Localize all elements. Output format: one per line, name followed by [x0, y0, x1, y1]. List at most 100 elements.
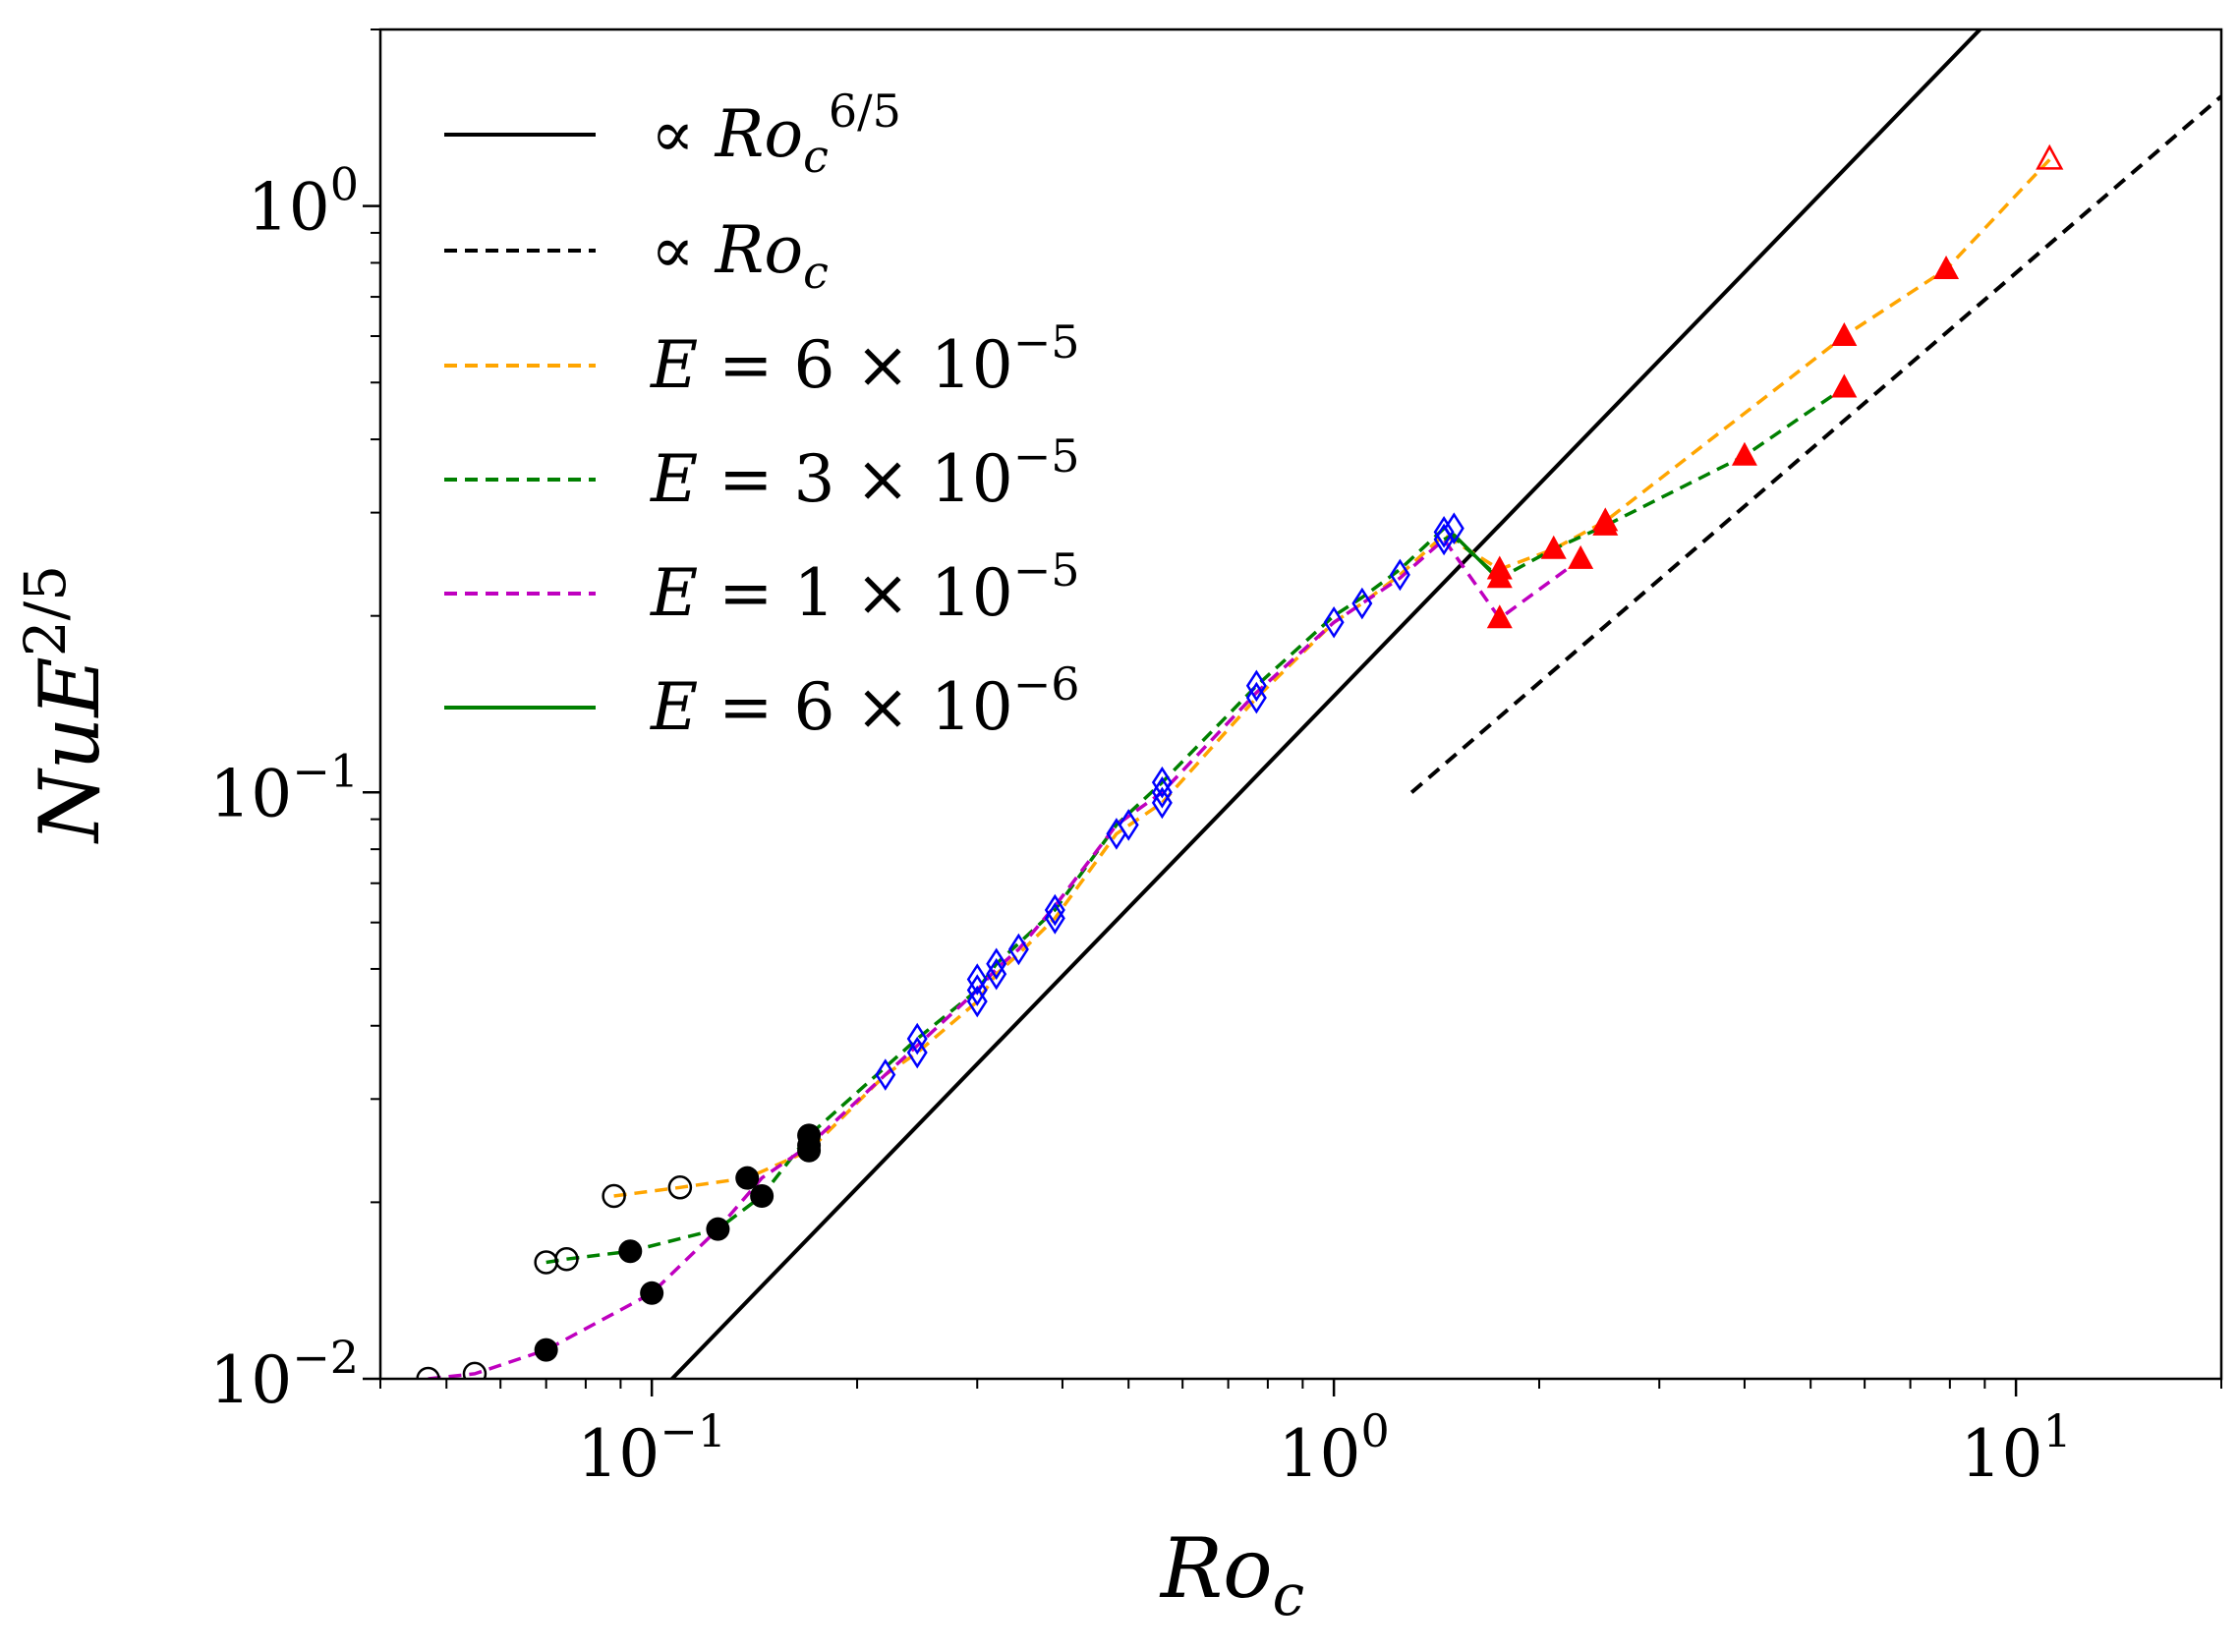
y-axis-label: NuE2/5 [12, 565, 118, 844]
legend-label: E = 6 × 10−6 [650, 657, 1080, 745]
y-tick-label: 10−2 [209, 1331, 359, 1418]
open-diamond-marker [1007, 933, 1029, 966]
filled-circle-marker [534, 1338, 558, 1362]
filled-circle-marker [735, 1166, 760, 1190]
series-line [545, 386, 1846, 1265]
reference-lines [668, 29, 2221, 1379]
filled-triangle-marker [1731, 441, 1757, 466]
open-diamond-marker [1118, 809, 1139, 841]
legend-label-symbol: E [650, 555, 698, 631]
legend-label-symbol: E [650, 441, 698, 517]
x-tick-label-exp: −1 [660, 1404, 726, 1457]
filled-triangle-marker [1540, 535, 1567, 559]
filled-triangle-marker [1933, 256, 1960, 280]
open-circle-marker [462, 1361, 488, 1379]
open-diamond-marker [986, 947, 1007, 981]
open-diamond-marker [1151, 766, 1173, 799]
legend-label-sub: c [803, 130, 829, 183]
legend-label-text: = 3 × 10 [698, 441, 1013, 517]
filled-circle-marker [706, 1217, 730, 1241]
y-axis-label-base: NuE [22, 656, 118, 844]
legend-label-prefix: ∝ [651, 212, 716, 288]
filled-triangle-marker [1486, 604, 1513, 629]
legend-label-sup: −6 [1013, 657, 1080, 711]
legend-label-sub: c [803, 246, 829, 299]
axis-ticks [363, 28, 2222, 1396]
x-tick-labels: 10−1 100 101 [577, 1404, 2071, 1492]
y-tick-label-base: 10 [248, 170, 330, 246]
y-tick-label-exp: −1 [292, 744, 359, 797]
series-lines [428, 158, 2051, 1379]
reference-line [1409, 94, 2221, 794]
x-axis-label-sub: c [1273, 1562, 1304, 1628]
y-axis-label-sup: 2/5 [12, 565, 79, 656]
filled-triangle-marker [1486, 555, 1513, 580]
y-tick-label-exp: −2 [292, 1331, 359, 1384]
open-circle-marker [554, 1246, 579, 1272]
x-tick-label: 100 [1278, 1404, 1389, 1492]
legend-label-symbol: E [650, 327, 698, 403]
y-tick-label-base: 10 [209, 756, 292, 831]
legend-label: E = 1 × 10−5 [650, 543, 1080, 631]
legend-label-sup: −5 [1013, 543, 1080, 597]
filled-circle-marker [797, 1123, 822, 1148]
filled-circle-marker [618, 1239, 643, 1264]
data-markers [416, 143, 2064, 1379]
y-tick-label-base: 10 [209, 1342, 292, 1418]
filled-triangle-marker [1568, 544, 1594, 569]
x-tick-label-exp: 0 [1360, 1404, 1389, 1457]
legend-label: ∝ Roc6/5 [651, 85, 901, 183]
filled-circle-marker [750, 1183, 775, 1208]
x-tick-label-base: 10 [1278, 1416, 1360, 1492]
open-diamond-marker [906, 1036, 928, 1069]
open-circle-marker [534, 1250, 558, 1275]
x-axis-label: Roc [1159, 1520, 1304, 1628]
open-diamond-marker [906, 1022, 928, 1055]
x-tick-label: 101 [1960, 1404, 2071, 1492]
legend-label-sup: 6/5 [829, 85, 901, 138]
legend-label-prefix: ∝ [651, 96, 716, 172]
legend-label-text: = 6 × 10 [698, 669, 1013, 745]
open-diamond-marker [875, 1058, 896, 1091]
x-tick-label: 10−1 [577, 1404, 726, 1492]
legend-label-symbol: Ro [715, 212, 803, 288]
filled-triangle-marker [1831, 373, 1858, 398]
legend-label-text: = 6 × 10 [698, 327, 1013, 403]
open-triangle-marker [2036, 143, 2064, 170]
open-diamond-marker [1044, 893, 1065, 927]
open-diamond-marker [1433, 516, 1455, 548]
open-diamond-marker [1245, 681, 1267, 714]
legend-label-sup: −5 [1013, 315, 1080, 369]
open-diamond-marker [1443, 512, 1464, 544]
open-diamond-marker [966, 963, 988, 996]
legend-label: E = 3 × 10−5 [650, 429, 1080, 517]
x-tick-label-exp: 1 [2042, 1404, 2071, 1457]
x-axis-label-base: Ro [1159, 1520, 1273, 1617]
legend-label: ∝ Roc [651, 212, 829, 299]
open-circle-marker [667, 1175, 693, 1200]
open-diamond-marker [1389, 558, 1410, 592]
x-tick-label-base: 10 [577, 1416, 660, 1492]
filled-triangle-marker [1592, 507, 1619, 532]
y-tick-label: 100 [248, 158, 359, 246]
filled-circle-marker [640, 1281, 664, 1305]
open-circle-marker [602, 1183, 626, 1209]
series-line [1443, 533, 1502, 582]
open-diamond-marker [1351, 587, 1373, 620]
open-circle-marker [416, 1366, 440, 1379]
plot-frame [378, 28, 2223, 1381]
y-tick-label-exp: 0 [330, 158, 359, 211]
filled-triangle-marker [1831, 321, 1858, 346]
series-line [428, 538, 1582, 1379]
reference-line [668, 29, 1983, 1379]
open-diamond-marker [1323, 605, 1345, 639]
x-tick-label-base: 10 [1960, 1416, 2042, 1492]
legend-label-text: = 1 × 10 [698, 555, 1013, 631]
legend-label-symbol: E [650, 669, 698, 745]
legend-label-sup: −5 [1013, 429, 1080, 483]
y-tick-label: 10−1 [209, 744, 359, 831]
legend-label-symbol: Ro [715, 96, 803, 172]
